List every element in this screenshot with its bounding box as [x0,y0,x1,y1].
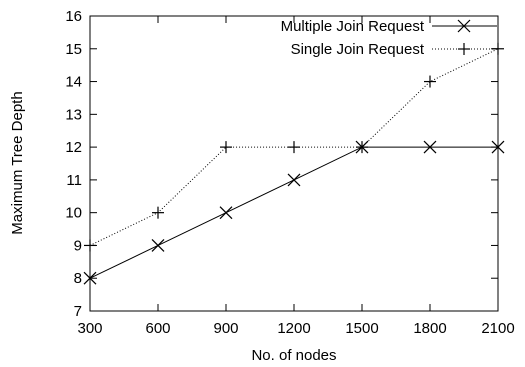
x-marker-stroke [219,206,233,220]
x-marker-stroke [83,271,97,285]
x-marker-stroke [151,239,165,252]
x-marker-stroke [457,19,471,33]
x-marker-stroke [491,140,505,154]
legend-label: Multiple Join Request [281,18,425,35]
x-tick-label: 1500 [345,320,378,337]
x-tick-label: 2100 [481,320,514,337]
y-tick-label: 10 [65,205,82,222]
y-tick-label: 14 [65,74,82,91]
y-axis-label: Maximum Tree Depth [9,91,26,234]
legend-label: Single Join Request [291,41,425,58]
legend-marker-swatch [457,19,471,33]
data-point-0 [423,140,437,154]
data-point-1 [288,141,300,154]
y-tick-label: 13 [65,106,82,123]
series-line-0 [89,146,498,279]
x-tick-label: 1800 [413,320,446,337]
y-tick-label: 11 [66,172,82,189]
data-point-0 [287,173,301,187]
x-axis-label: No. of nodes [251,347,336,364]
y-tick-label: 16 [65,8,82,25]
x-tick-label: 1200 [277,320,310,337]
data-point-1 [424,75,436,88]
y-tick-label: 7 [74,303,82,320]
y-tick-label: 15 [65,41,82,58]
series-markers [83,42,505,285]
data-point-0 [83,271,97,285]
x-marker-stroke [423,140,437,154]
plot-frame [89,15,499,312]
data-point-0 [151,239,165,252]
data-point-0 [491,140,505,154]
legend-marker-swatch [458,43,470,55]
data-point-1 [84,239,96,252]
axis-ticks: 300 600 900 1200 1500 1800 2100 7 8 9 10 11 12 13 14 15… [65,8,514,337]
series-lines [89,48,499,279]
data-point-1 [152,206,164,219]
x-tick-label: 300 [77,320,102,337]
x-tick-label: 600 [145,320,170,337]
data-point-1 [492,42,504,55]
data-point-0 [219,206,233,220]
y-tick-label: 12 [65,139,82,156]
y-tick-label: 9 [74,237,82,254]
legend: Multiple Join Request Single Join Request [281,18,497,58]
x-tick-label: 900 [213,320,238,337]
data-point-1 [356,141,368,154]
x-marker-stroke [287,173,301,187]
data-point-1 [220,141,232,154]
y-tick-label: 8 [74,270,82,287]
